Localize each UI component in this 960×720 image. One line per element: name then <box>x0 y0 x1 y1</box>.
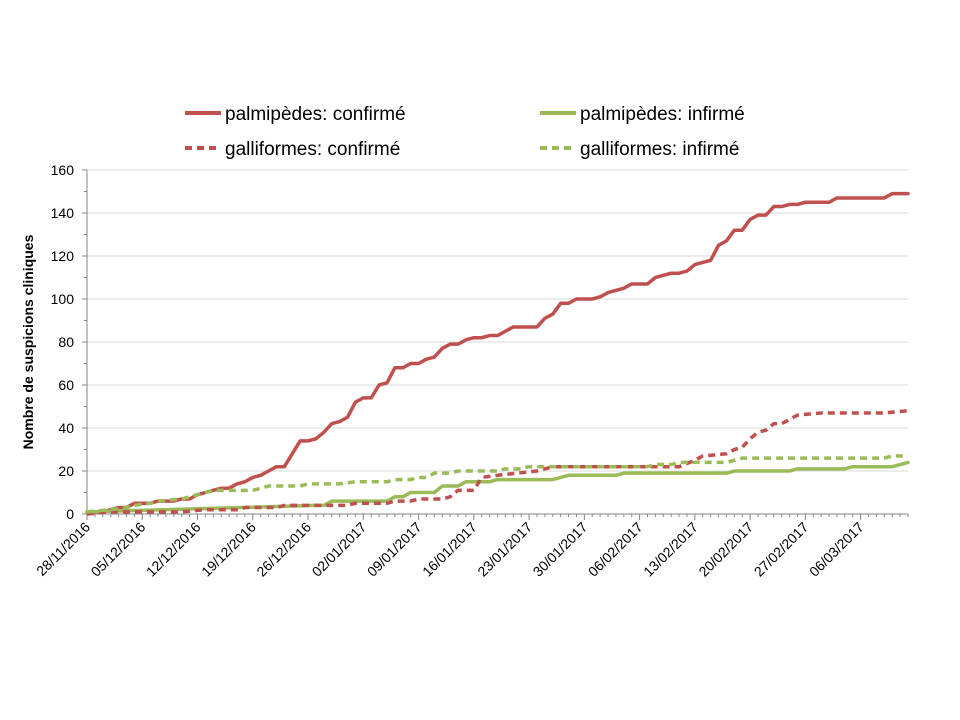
x-tick-label: 06/02/2017 <box>585 519 646 580</box>
y-tick-label: 40 <box>58 420 74 436</box>
y-tick-label: 20 <box>58 463 74 479</box>
y-tick-label: 80 <box>58 334 74 350</box>
x-tick-label: 09/01/2017 <box>364 519 425 580</box>
axes <box>82 169 909 520</box>
x-tick-label: 26/12/2016 <box>253 519 314 580</box>
y-tick-label: 120 <box>51 248 75 264</box>
y-axis-title: Nombre de suspicions cliniques <box>20 234 36 449</box>
legend: palmipèdes: confirmé palmipèdes: infirmé g… <box>185 104 745 160</box>
y-tick-label: 60 <box>58 377 74 393</box>
legend-label-4: galliformes: infirmé <box>580 139 739 160</box>
y-tick-label: 0 <box>66 506 74 522</box>
gridlines <box>87 169 908 472</box>
x-tick-label: 28/11/2016 <box>33 519 93 579</box>
legend-label-1: palmipèdes: confirmé <box>225 104 406 125</box>
x-tick-label: 20/02/2017 <box>695 519 756 580</box>
series-lines <box>85 191 910 516</box>
x-tick-label: 16/01/2017 <box>419 519 480 580</box>
x-tick-labels: 28/11/201605/12/201612/12/201619/12/2016… <box>33 519 867 580</box>
legend-label-2: palmipèdes: infirmé <box>580 104 745 125</box>
x-tick-label: 06/03/2017 <box>806 519 867 580</box>
legend-label-3: galliformes: confirmé <box>225 139 400 160</box>
series-line-1 <box>85 191 910 514</box>
x-tick-label: 19/12/2016 <box>198 519 259 580</box>
x-tick-label: 02/01/2017 <box>309 519 370 580</box>
series-line-4 <box>86 454 908 514</box>
x-tick-label: 12/12/2016 <box>143 519 204 580</box>
x-tick-label: 30/01/2017 <box>530 519 591 580</box>
x-tick-label: 27/02/2017 <box>751 519 812 580</box>
y-tick-label: 100 <box>51 291 75 307</box>
x-tick-label: 05/12/2016 <box>88 519 149 580</box>
series-line-3 <box>86 409 909 516</box>
x-tick-label: 13/02/2017 <box>640 519 701 580</box>
x-tick-label: 23/01/2017 <box>474 519 535 580</box>
y-tick-label: 160 <box>51 162 75 178</box>
y-tick-label: 140 <box>51 205 75 221</box>
series-line-2 <box>85 460 910 514</box>
y-tick-labels: 0 20 40 60 80 100 120 140 160 <box>51 162 75 522</box>
